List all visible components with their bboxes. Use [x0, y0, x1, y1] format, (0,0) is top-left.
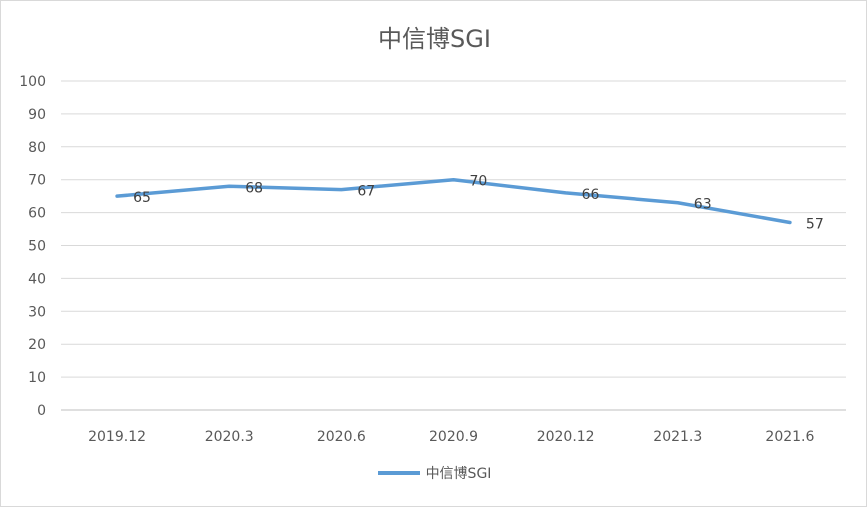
data-label: 68	[245, 180, 263, 196]
y-tick-label: 10	[28, 370, 46, 386]
x-tick-label: 2019.12	[88, 429, 146, 445]
data-labels: 65 68 67 70 66 63 57	[133, 174, 824, 233]
series-layer	[115, 177, 792, 225]
x-tick-label: 2020.3	[205, 429, 254, 445]
gridlines	[61, 80, 846, 411]
y-tick-label: 100	[19, 74, 46, 90]
y-tick-label: 90	[28, 107, 46, 123]
y-tick-label: 70	[28, 173, 46, 189]
y-tick-label: 30	[28, 304, 46, 320]
x-tick-label: 2020.6	[317, 429, 366, 445]
data-label: 63	[694, 197, 712, 213]
y-tick-label: 0	[37, 403, 46, 419]
data-label: 67	[357, 184, 375, 200]
x-tick-label: 2020.9	[429, 429, 478, 445]
chart-title: 中信博SGI	[378, 25, 491, 53]
data-label: 70	[470, 174, 488, 190]
y-axis-tick-labels: 0 10 20 30 40 50 60 70 80 90 100	[19, 74, 46, 419]
y-tick-label: 20	[28, 337, 46, 353]
y-tick-label: 80	[28, 140, 46, 156]
x-tick-label: 2021.6	[765, 429, 814, 445]
y-tick-label: 40	[28, 271, 46, 287]
legend-swatch	[377, 471, 420, 475]
y-tick-label: 60	[28, 206, 46, 222]
series-line	[115, 177, 792, 225]
data-label: 65	[133, 190, 151, 206]
legend-label: 中信博SGI	[425, 466, 492, 482]
legend: 中信博SGI	[1, 463, 867, 483]
y-tick-label: 50	[28, 239, 46, 255]
x-tick-label: 2020.12	[537, 429, 595, 445]
data-label: 66	[582, 187, 600, 203]
data-label: 57	[806, 216, 824, 232]
x-tick-label: 2021.3	[653, 429, 702, 445]
x-axis-tick-labels: 2019.12 2020.3 2020.6 2020.9 2020.12 2021.3 20…	[88, 429, 814, 445]
